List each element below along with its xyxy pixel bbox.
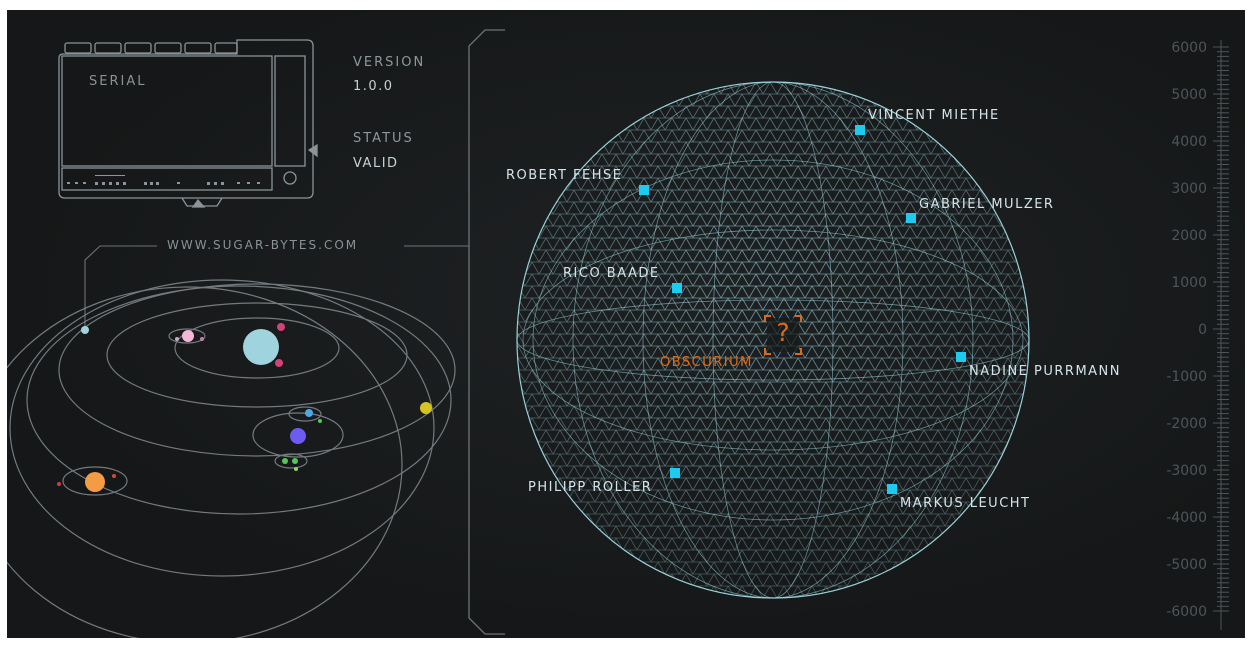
scale-tick-label: 3000 [1171,181,1207,197]
credit-marker[interactable] [956,352,966,362]
scale-tick-label: -6000 [1166,604,1207,620]
credit-marker[interactable] [639,185,649,195]
status-value: VALID [353,156,399,171]
credit-marker[interactable] [855,125,865,135]
planets [57,323,432,492]
about-panel: SERIAL VERSION 1.0.0 STATUS VALID WWW.SU… [7,10,1245,638]
scale-tick-label: 2000 [1171,228,1207,244]
serial-label: SERIAL [89,74,147,89]
credit-label: MARKUS LEUCHT [900,496,1031,511]
credit-label: GABRIEL MULZER [919,197,1055,212]
planet-large [243,329,279,365]
scale-tick-label: -1000 [1166,369,1207,385]
credit-label: PHILIPP ROLLER [528,480,653,495]
credit-label: VINCENT MIETHE [868,108,1000,123]
scale-tick-label: 1000 [1171,275,1207,291]
credit-marker[interactable] [672,283,682,293]
question-icon[interactable] [764,315,802,355]
credit-marker[interactable] [906,213,916,223]
planet-orange [85,472,105,492]
credit-marker[interactable] [670,468,680,478]
question-glyph[interactable]: ? [776,318,790,347]
planet-pink [182,330,194,342]
credit-label: RICO BAADE [563,266,660,281]
scale-tick-label: -4000 [1166,510,1207,526]
scale-tick-label: -5000 [1166,557,1207,573]
scale-tick-label: 0 [1198,322,1207,338]
scale-tick-label: 6000 [1171,40,1207,56]
device-illustration [7,29,1229,638]
planet-purple [290,428,306,444]
version-value: 1.0.0 [353,79,394,94]
scale-tick-label: 4000 [1171,134,1207,150]
status-label: STATUS [353,131,414,146]
scale-tick-label: 5000 [1171,87,1207,103]
credit-label: ROBERT FEHSE [506,168,623,183]
scale-tick-label: -2000 [1166,416,1207,432]
planet-yellow [420,402,432,414]
version-label: VERSION [353,55,426,70]
scale-tick-label: -3000 [1166,463,1207,479]
credit-label: NADINE PURRMANN [969,364,1122,379]
credit-marker[interactable] [887,484,897,494]
website-link[interactable]: WWW.SUGAR-BYTES.COM [167,238,359,252]
obscurium-label: OBSCURIUM [660,355,753,370]
